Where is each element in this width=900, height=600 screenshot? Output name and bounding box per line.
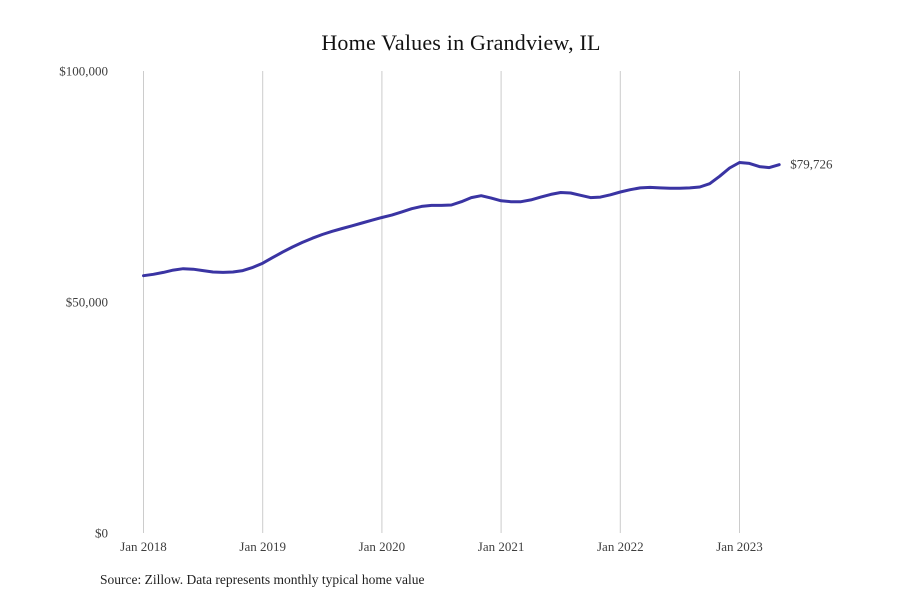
chart-title: Home Values in Grandview, IL	[321, 30, 601, 55]
x-tick-label: Jan 2023	[716, 539, 763, 554]
x-tick-label: Jan 2019	[239, 539, 286, 554]
x-tick-label: Jan 2021	[478, 539, 525, 554]
source-note: Source: Zillow. Data represents monthly …	[100, 572, 425, 587]
current-value-label: $79,726	[790, 157, 833, 172]
y-tick-label: $0	[95, 526, 108, 541]
y-tick-label: $50,000	[66, 295, 108, 310]
x-tick-label: Jan 2018	[120, 539, 167, 554]
value-line	[142, 161, 781, 278]
x-tick-label: Jan 2020	[359, 539, 406, 554]
y-tick-label: $100,000	[59, 64, 108, 79]
x-tick-label: Jan 2022	[597, 539, 644, 554]
